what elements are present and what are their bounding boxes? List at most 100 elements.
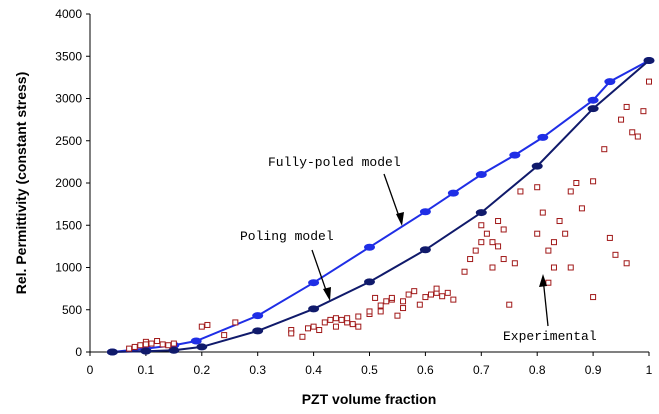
x-tick-label: 0.5 (361, 363, 378, 377)
experimental-point (461, 268, 468, 275)
annotation-fully-poled-model: Fully-poled model (268, 155, 401, 170)
series-marker-fully_poled (190, 337, 202, 345)
experimental-point (394, 312, 401, 319)
series-marker-poling (419, 246, 431, 254)
experimental-point (550, 239, 557, 246)
series-marker-fully_poled (509, 151, 521, 159)
experimental-point (142, 341, 149, 348)
series-marker-poling (475, 209, 487, 217)
experimental-point (517, 188, 524, 195)
series-marker-fully_poled (604, 78, 616, 86)
experimental-point (372, 294, 379, 301)
x-tick-label: 0.8 (529, 363, 546, 377)
y-tick-label: 500 (62, 303, 82, 317)
experimental-point (355, 323, 362, 330)
series-marker-fully_poled (587, 96, 599, 104)
experimental-point (623, 260, 630, 267)
experimental-point (444, 289, 451, 296)
experimental-point (511, 260, 518, 267)
series-marker-poling (587, 105, 599, 113)
experimental-point (165, 342, 172, 349)
experimental-point (618, 116, 625, 123)
y-tick-label: 4000 (55, 7, 82, 21)
annotation-poling-model: Poling model (240, 229, 334, 244)
x-tick-label: 0.3 (249, 363, 266, 377)
experimental-point (159, 341, 166, 348)
experimental-point (606, 234, 613, 241)
experimental-point (578, 205, 585, 212)
experimental-point (131, 343, 138, 350)
experimental-point (500, 226, 507, 233)
arrow-poling (311, 249, 329, 297)
experimental-point (646, 78, 652, 85)
y-ticks: 0 500 1000 1500 2000 2500 3000 3500 4000 (55, 7, 90, 359)
arrowhead-poling (323, 287, 331, 301)
x-axis-title: PZT volume fraction (302, 391, 437, 407)
experimental-point (500, 256, 507, 263)
experimental-point (601, 146, 608, 153)
experimental-point (400, 298, 407, 305)
x-tick-label: 0.2 (193, 363, 210, 377)
experimental-point (405, 291, 412, 298)
experimental-point (506, 301, 513, 308)
experimental-point (126, 345, 133, 352)
series-marker-fully_poled (252, 312, 264, 320)
experimental-point (154, 338, 161, 345)
experimental-point (539, 209, 546, 216)
experimental-point (332, 315, 339, 322)
experimental-point (433, 285, 440, 292)
annotation-experimental: Experimental (503, 329, 597, 344)
experimental-point (332, 323, 339, 330)
experimental-point (137, 342, 144, 349)
experimental-point (450, 296, 457, 303)
series-marker-fully_poled (475, 171, 487, 179)
series-marker-fully_poled (447, 189, 459, 197)
experimental-point (478, 222, 485, 229)
arrowhead-fully-poled (396, 212, 404, 226)
experimental-point (590, 178, 597, 185)
experimental-point (623, 103, 630, 110)
arrowhead-experimental (539, 274, 547, 287)
experimental-point (478, 239, 485, 246)
experimental-point (204, 321, 211, 328)
scatter-layer (126, 78, 652, 352)
experimental-point (321, 319, 328, 326)
experimental-point (562, 230, 569, 237)
experimental-point (327, 316, 334, 323)
experimental-point (377, 308, 384, 315)
experimental-point (534, 184, 541, 191)
experimental-point (316, 327, 323, 334)
experimental-point (427, 291, 434, 298)
series-marker-poling (308, 305, 320, 313)
experimental-point (567, 264, 574, 271)
y-tick-label: 0 (75, 345, 82, 359)
series-marker-poling (140, 347, 152, 355)
y-tick-label: 3500 (55, 49, 82, 63)
experimental-point (411, 288, 418, 295)
series-marker-poling (252, 327, 264, 335)
experimental-point (221, 332, 228, 339)
experimental-point (489, 264, 496, 271)
experimental-point (550, 264, 557, 271)
experimental-point (439, 293, 446, 300)
series-marker-fully_poled (364, 243, 375, 251)
x-tick-label: 0.4 (305, 363, 322, 377)
experimental-point (545, 279, 552, 286)
series-marker-poling (531, 162, 543, 170)
y-tick-label: 2500 (55, 134, 82, 148)
series-marker-poling (106, 348, 118, 356)
experimental-point (416, 301, 423, 308)
experimental-point (170, 340, 177, 347)
experimental-point (305, 325, 312, 332)
annotation-arrows (311, 173, 549, 327)
experimental-point (483, 230, 490, 237)
x-ticks: 0 0.1 0.2 0.3 0.4 0.5 0.6 0.7 0.8 0.9 1 (87, 352, 653, 377)
experimental-point (299, 333, 306, 340)
experimental-point (377, 302, 384, 309)
series-marker-poling (168, 346, 180, 354)
experimental-point (495, 218, 502, 225)
experimental-point (400, 305, 407, 312)
experimental-point (634, 133, 641, 140)
experimental-point (148, 340, 155, 347)
